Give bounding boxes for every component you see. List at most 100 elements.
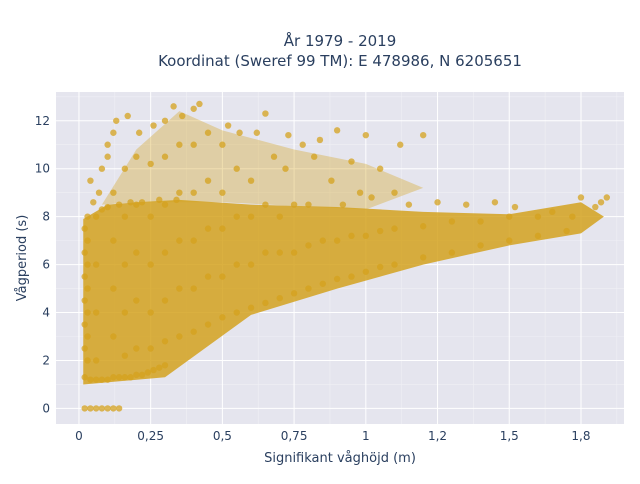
scatter-point [419, 254, 427, 261]
scatter-point [147, 261, 154, 268]
scatter-point [84, 357, 91, 364]
scatter-point [247, 177, 255, 184]
scatter-point [477, 218, 484, 225]
scatter-point [133, 249, 140, 256]
sparse-point-region [101, 111, 424, 210]
scatter-point [87, 177, 94, 184]
x-tick-label: 0,25 [137, 429, 164, 443]
x-tick-label: 0,75 [281, 429, 308, 443]
y-tick-label: 12 [35, 114, 50, 128]
x-tick-label: 1,2 [428, 429, 447, 443]
scatter-point [270, 153, 278, 160]
scatter-point [115, 374, 123, 381]
scatter-point [115, 201, 123, 208]
scatter-point [305, 242, 312, 249]
x-tick-label: 1,5 [500, 429, 519, 443]
scatter-point [113, 117, 120, 124]
scatter-point [362, 268, 370, 275]
x-axis-tick-labels: 0 0,25 0,5 0,75 1 1,2 1,5 1,8 [75, 429, 590, 443]
scatter-point [176, 285, 183, 292]
scatter-point [219, 314, 226, 321]
scatter-point [173, 196, 180, 204]
scatter-point [405, 201, 413, 208]
scatter-point [133, 201, 140, 208]
scatter-point [282, 165, 289, 172]
scatter-point [376, 165, 384, 172]
scatter-point [147, 345, 154, 352]
scatter-point [434, 199, 441, 206]
scatter-point [138, 371, 146, 379]
scatter-point [161, 362, 169, 369]
x-tick-label: 1,8 [571, 429, 590, 443]
scatter-point [204, 225, 212, 232]
scatter-point [348, 273, 355, 280]
x-axis-title: Signifikant våghöjd (m) [264, 451, 416, 466]
scatter-point [104, 203, 111, 211]
dense-point-cloud [83, 199, 604, 385]
scatter-point [81, 321, 88, 328]
scatter-point [463, 201, 470, 208]
scatter-point [104, 405, 111, 412]
scatter-point [133, 345, 140, 352]
scatter-point [219, 225, 226, 232]
scatter-point [110, 374, 117, 381]
scatter-point [224, 122, 232, 129]
scatter-point [368, 194, 375, 201]
scatter-point [397, 141, 404, 148]
scatter-point [98, 165, 106, 172]
scatter-point [161, 297, 169, 304]
scatter-point [110, 333, 117, 340]
scatter-point [110, 237, 117, 244]
scatter-point [150, 122, 157, 129]
scatter-point [603, 194, 610, 201]
scatter-point [190, 237, 197, 244]
scatter-point [121, 374, 129, 381]
scatter-point [110, 189, 117, 196]
scatter-point [121, 213, 129, 220]
scatter-point [491, 199, 499, 206]
scatter-point [233, 213, 240, 220]
scatter-point [81, 374, 88, 381]
scatter-point [84, 333, 91, 340]
scatter-point [204, 273, 212, 280]
x-tick-label: 1 [362, 429, 370, 443]
scatter-point [92, 261, 100, 268]
scatter-point [81, 249, 88, 256]
scatter-point [236, 129, 243, 136]
scatter-point [253, 129, 261, 136]
scatter-point [233, 261, 240, 268]
scatter-point [121, 352, 129, 359]
scatter-point [161, 249, 169, 256]
scatter-point [127, 374, 134, 381]
scatter-point [92, 405, 100, 412]
y-tick-label: 6 [42, 258, 50, 272]
scatter-point [219, 189, 226, 196]
scatter-point [262, 249, 269, 256]
scatter-point [247, 213, 255, 220]
y-tick-label: 4 [42, 306, 50, 320]
scatter-point [569, 213, 576, 220]
scatter-point [179, 112, 186, 120]
x-tick-label: 0,5 [213, 429, 232, 443]
scatter-point [262, 299, 269, 307]
scatter-point [276, 249, 283, 256]
scatter-point [419, 223, 427, 230]
scatter-point [133, 297, 140, 304]
scatter-point [84, 261, 91, 268]
scatter-point [391, 261, 398, 268]
scatter-point [333, 275, 341, 283]
scatter-point [190, 328, 197, 335]
scatter-point [219, 273, 226, 280]
scatter-point [391, 189, 398, 196]
scatter-point [190, 105, 197, 112]
scatter-point [110, 129, 117, 136]
scatter-point [376, 263, 384, 271]
scatter-point [176, 237, 183, 244]
scatter-point [127, 199, 134, 206]
y-tick-label: 10 [35, 162, 50, 176]
scatter-point [98, 376, 106, 383]
scatter-point [92, 309, 100, 316]
scatter-point [133, 153, 140, 160]
